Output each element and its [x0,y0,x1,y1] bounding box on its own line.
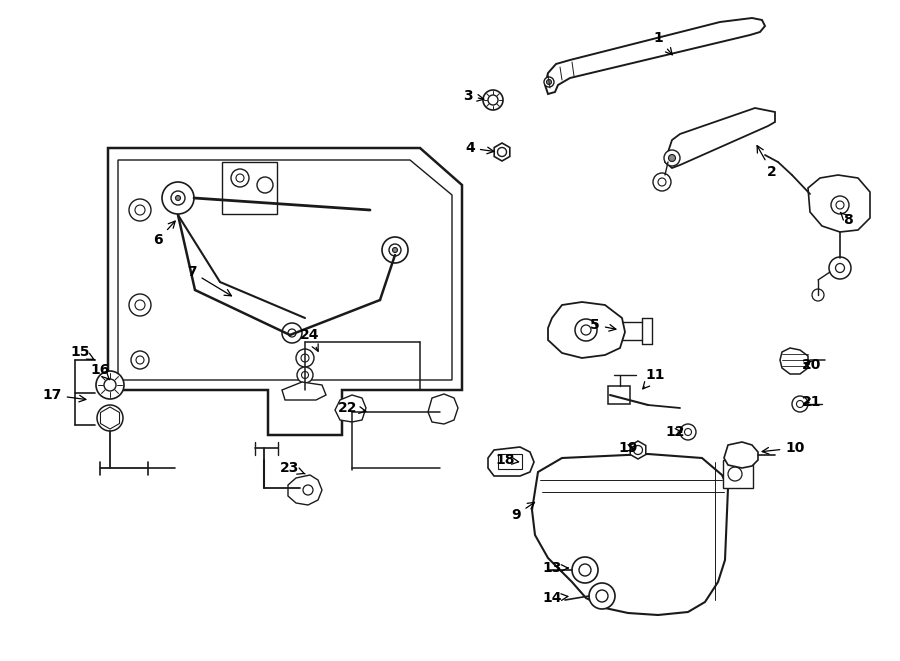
Text: 8: 8 [841,212,853,227]
Polygon shape [494,143,509,161]
Polygon shape [101,407,120,429]
Polygon shape [724,442,758,468]
Polygon shape [630,441,646,459]
Circle shape [575,319,597,341]
Polygon shape [808,175,870,232]
Circle shape [131,351,149,369]
Circle shape [282,323,302,343]
Text: 1: 1 [653,31,672,55]
Text: 22: 22 [338,401,366,415]
Polygon shape [282,382,326,400]
Text: 19: 19 [618,441,638,455]
Circle shape [835,264,844,272]
Circle shape [658,178,666,186]
Circle shape [129,199,151,221]
Circle shape [136,356,144,364]
Circle shape [483,90,503,110]
Bar [222,162,277,214]
Circle shape [572,557,598,583]
Text: 21: 21 [802,395,822,409]
Text: 7: 7 [187,265,231,296]
Circle shape [236,174,244,182]
Bar [498,454,522,469]
Text: 15: 15 [70,345,95,360]
Circle shape [96,371,124,399]
Circle shape [301,354,309,362]
Circle shape [129,294,151,316]
Text: 6: 6 [153,221,176,247]
Circle shape [796,401,804,407]
Text: 18: 18 [495,453,518,467]
Text: 16: 16 [90,363,110,380]
Polygon shape [335,395,366,422]
Circle shape [488,95,498,105]
Circle shape [297,367,313,383]
Circle shape [544,77,554,87]
Circle shape [135,300,145,310]
Circle shape [653,173,671,191]
Text: 13: 13 [543,561,568,575]
Circle shape [581,325,591,335]
Text: 23: 23 [280,461,305,475]
Circle shape [104,379,116,391]
Circle shape [257,177,273,193]
Text: 9: 9 [511,502,535,522]
Text: 2: 2 [757,145,777,179]
Circle shape [303,485,313,495]
Polygon shape [780,348,808,374]
Polygon shape [428,394,458,424]
Circle shape [546,79,552,85]
Circle shape [669,155,676,161]
Text: 24: 24 [301,328,320,351]
Circle shape [176,196,181,200]
Circle shape [288,329,296,337]
Text: 12: 12 [665,425,685,439]
Circle shape [162,182,194,214]
Text: 4: 4 [465,141,494,155]
Bar [608,386,630,404]
Circle shape [579,564,591,576]
Text: 17: 17 [42,388,86,402]
Polygon shape [108,148,462,435]
Circle shape [135,205,145,215]
Circle shape [382,237,408,263]
Circle shape [829,257,851,279]
Circle shape [596,590,608,602]
Circle shape [171,191,185,205]
Text: 20: 20 [802,358,822,372]
Circle shape [104,412,115,424]
Circle shape [296,349,314,367]
Text: 10: 10 [762,441,805,455]
Polygon shape [532,454,728,615]
Text: 3: 3 [464,89,484,103]
Circle shape [302,371,309,379]
Polygon shape [288,475,322,505]
Circle shape [498,147,507,157]
Circle shape [792,396,808,412]
Circle shape [836,201,844,209]
Circle shape [812,289,824,301]
Circle shape [231,169,249,187]
Circle shape [831,196,849,214]
Circle shape [634,446,643,455]
Text: 14: 14 [542,591,568,605]
Circle shape [685,428,691,436]
Bar [723,460,753,488]
Polygon shape [665,108,775,168]
Circle shape [664,150,680,166]
Text: 11: 11 [643,368,665,389]
Polygon shape [488,447,534,476]
Circle shape [389,244,401,256]
Circle shape [728,467,742,481]
Circle shape [97,405,123,431]
Text: 5: 5 [590,318,616,332]
Circle shape [589,583,615,609]
Polygon shape [548,302,625,358]
Circle shape [392,247,398,253]
Circle shape [680,424,696,440]
Polygon shape [545,18,765,94]
